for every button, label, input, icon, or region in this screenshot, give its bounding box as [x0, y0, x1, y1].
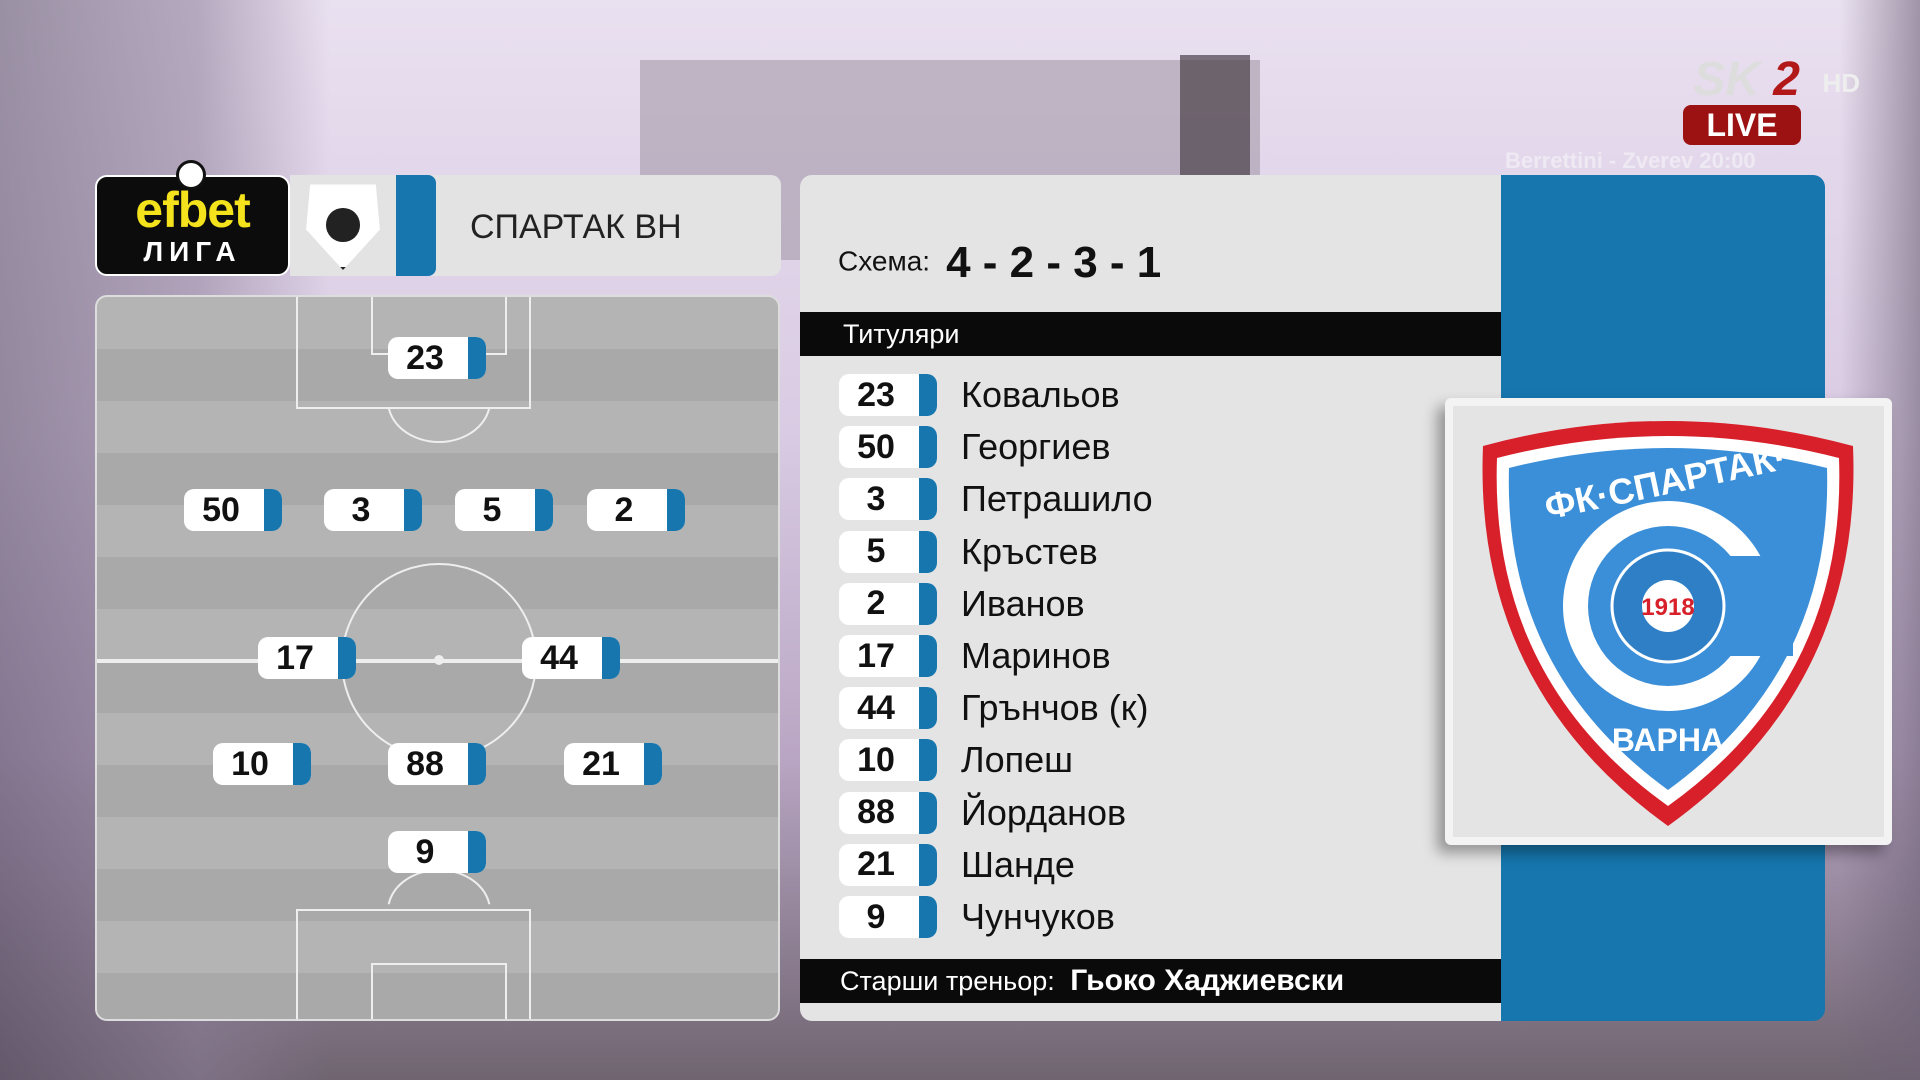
- lineup-row: 23 Ковальов: [839, 372, 1120, 418]
- lineup-row: 21 Шанде: [839, 842, 1075, 888]
- player-number-chip: 21: [839, 843, 937, 886]
- player-name: Шанде: [961, 843, 1075, 885]
- formation: Схема: 4 - 2 - 3 - 1: [838, 238, 1162, 287]
- player-number: 9: [866, 897, 886, 936]
- team-crest-box: 1918 ФК·СПАРТАК· ВАРНА: [1445, 398, 1892, 845]
- lineup-row: 44 Грънчов (к): [839, 685, 1149, 731]
- lineup-row: 50 Георгиев: [839, 424, 1111, 470]
- player-number-chip: 23: [839, 374, 937, 416]
- background-chimney: [1180, 55, 1250, 175]
- player-name: Грънчов (к): [961, 687, 1149, 729]
- player-name: Георгиев: [961, 426, 1111, 468]
- pitch-player-chip: 44: [522, 637, 620, 679]
- pitch-player-chip: 23: [388, 337, 486, 379]
- pitch-player-chip: 2: [587, 489, 685, 531]
- team-name: СПАРТАК ВН: [470, 208, 682, 246]
- channel-logo: SK 2: [1693, 53, 1800, 106]
- player-number-chip: 44: [839, 687, 937, 730]
- player-number-chip: 88: [839, 791, 937, 834]
- pitch-player-chip: 88: [388, 743, 486, 785]
- player-number: 50: [857, 427, 895, 466]
- bottom-penalty-box: [296, 909, 531, 1019]
- crest-year: 1918: [1641, 594, 1694, 621]
- pitch-player-chip: 17: [258, 637, 356, 679]
- player-name: Иванов: [961, 582, 1085, 624]
- player-number: 88: [857, 793, 895, 832]
- player-number: 21: [857, 845, 895, 884]
- lineup-row: 10 Лопеш: [839, 737, 1073, 783]
- coach-bar: Старши треньор: Гьоко Хаджиевски: [800, 959, 1501, 1003]
- pitch-player-chip: 21: [564, 743, 662, 785]
- player-number-chip: 9: [839, 896, 937, 938]
- football-icon: [176, 160, 206, 190]
- starters-header: Титуляри: [800, 312, 1501, 356]
- player-name: Йорданов: [961, 791, 1127, 833]
- player-number-chip: 2: [839, 582, 937, 625]
- live-badge: LIVE: [1683, 105, 1801, 145]
- player-number: 44: [857, 688, 895, 727]
- player-number: 23: [857, 375, 895, 414]
- player-number: 3: [866, 479, 886, 518]
- player-name: Кръстев: [961, 530, 1098, 572]
- player-number-chip: 17: [839, 635, 937, 677]
- pitch-player-chip: 5: [455, 489, 553, 531]
- player-number: 17: [857, 636, 895, 675]
- pitch: 23 50 3 5 2 17 44 10 88 21 9: [95, 295, 780, 1021]
- lineup-row: 88 Йорданов: [839, 790, 1126, 836]
- crest-bottom-text: ВАРНА: [1612, 722, 1724, 758]
- player-name: Петрашило: [961, 478, 1153, 520]
- lineup-row: 3 Петрашило: [839, 476, 1153, 522]
- center-spot: [434, 655, 444, 665]
- player-number: 10: [857, 740, 895, 779]
- pitch-player-chip: 3: [324, 489, 422, 531]
- player-number-chip: 50: [839, 426, 937, 469]
- player-number-chip: 5: [839, 530, 937, 573]
- player-number-chip: 10: [839, 739, 937, 782]
- player-number-chip: 3: [839, 478, 937, 521]
- pitch-player-chip: 9: [388, 831, 486, 873]
- lineup-row: 5 Кръстев: [839, 529, 1098, 575]
- lineup-row: 17 Маринов: [839, 633, 1111, 679]
- player-name: Чунчуков: [961, 896, 1115, 937]
- hd-badge: HD: [1822, 68, 1860, 98]
- pitch-player-chip: 50: [184, 489, 282, 531]
- league-logo: efbet ЛИГА: [95, 175, 290, 276]
- pitch-player-chip: 10: [213, 743, 311, 785]
- player-name: Ковальов: [961, 374, 1120, 415]
- lineup-row: 9 Чунчуков: [839, 894, 1115, 940]
- ticker-text: Berrettini - Zverev 20:00: [1505, 148, 1756, 173]
- player-number: 5: [866, 532, 886, 571]
- player-number: 2: [866, 584, 886, 623]
- player-name: Маринов: [961, 635, 1111, 676]
- lineup-row: 2 Иванов: [839, 581, 1085, 627]
- team-crest: 1918 ФК·СПАРТАК· ВАРНА: [1482, 421, 1854, 826]
- bottom-goal-box: [371, 963, 507, 1019]
- player-name: Лопеш: [961, 739, 1074, 781]
- team-color-tab: [396, 175, 436, 276]
